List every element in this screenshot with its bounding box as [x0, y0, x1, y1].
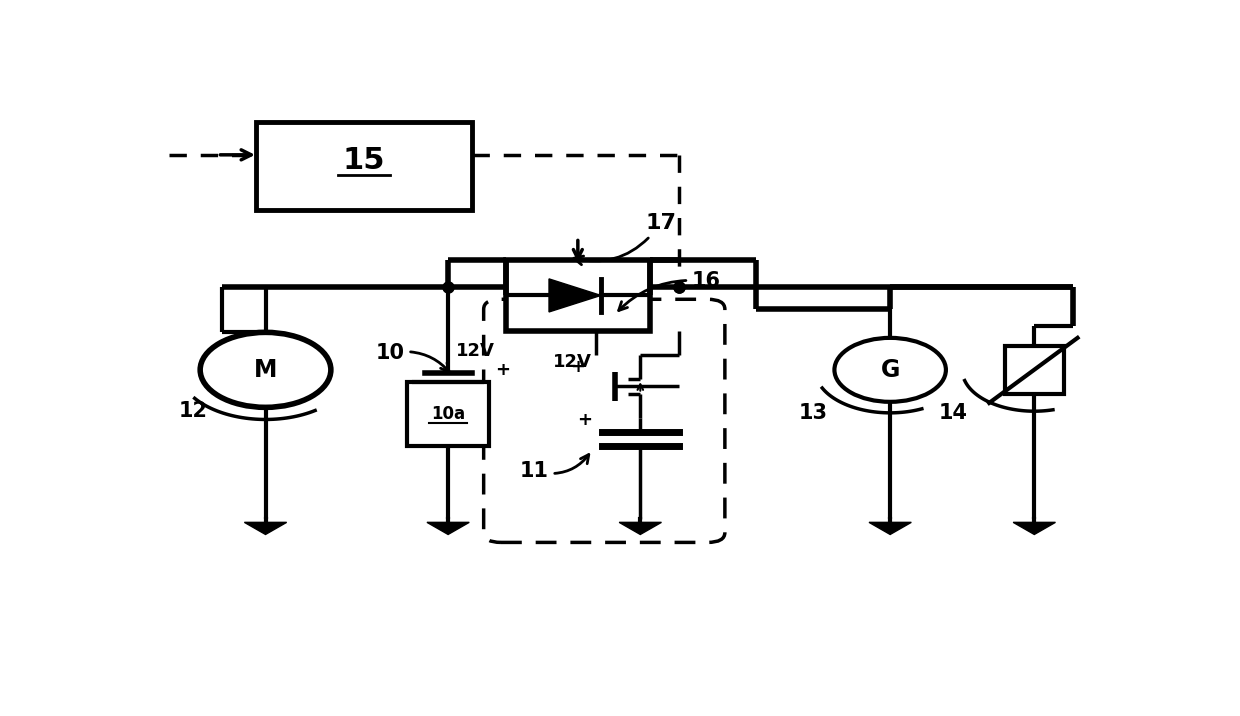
Text: 12: 12	[179, 401, 208, 421]
Text: 12V: 12V	[553, 353, 591, 371]
Text: 11: 11	[521, 455, 589, 481]
Text: 10a: 10a	[432, 405, 465, 423]
Polygon shape	[427, 523, 469, 534]
FancyBboxPatch shape	[1004, 346, 1064, 394]
FancyBboxPatch shape	[407, 382, 489, 445]
Text: 10: 10	[376, 343, 449, 372]
Text: +: +	[577, 411, 591, 429]
Text: 16: 16	[619, 271, 720, 311]
Text: 12V: 12V	[456, 342, 495, 360]
Text: 15: 15	[342, 146, 386, 175]
Text: +: +	[496, 361, 511, 379]
Polygon shape	[244, 523, 286, 534]
Text: 13: 13	[799, 404, 828, 423]
Text: M: M	[254, 358, 278, 382]
Polygon shape	[619, 523, 661, 534]
Text: 17: 17	[574, 213, 676, 265]
FancyBboxPatch shape	[255, 122, 472, 210]
Polygon shape	[1013, 523, 1055, 534]
Polygon shape	[549, 279, 601, 312]
Text: 14: 14	[939, 404, 967, 423]
Polygon shape	[869, 523, 911, 534]
FancyBboxPatch shape	[506, 260, 650, 332]
Text: G: G	[880, 358, 900, 382]
Text: +: +	[570, 359, 585, 377]
